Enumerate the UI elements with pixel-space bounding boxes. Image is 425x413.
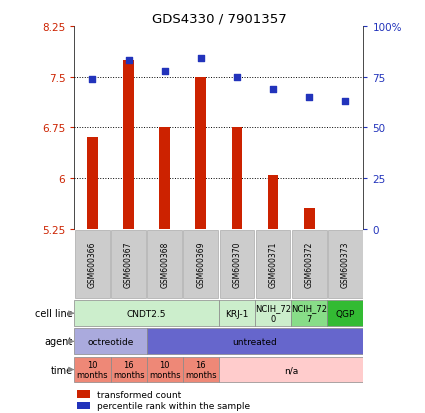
Point	[306, 94, 312, 101]
Bar	[184, 230, 218, 299]
Bar	[255, 301, 291, 326]
Text: 16
months: 16 months	[113, 360, 144, 379]
Point	[234, 74, 241, 81]
Bar	[147, 230, 182, 299]
Bar	[87, 138, 98, 229]
Point	[197, 56, 204, 62]
Bar	[77, 402, 90, 409]
Bar	[256, 230, 290, 299]
Point	[161, 68, 168, 75]
Bar	[292, 230, 326, 299]
Text: NCIH_72
7: NCIH_72 7	[291, 304, 327, 323]
Bar	[220, 230, 254, 299]
Text: QGP: QGP	[336, 309, 355, 318]
Text: agent: agent	[44, 337, 73, 347]
Bar	[268, 175, 278, 229]
Point	[89, 76, 96, 83]
Point	[269, 86, 276, 93]
Text: n/a: n/a	[284, 365, 298, 374]
Point	[125, 58, 132, 64]
Bar	[328, 230, 363, 299]
Bar	[110, 357, 147, 382]
Text: GSM600366: GSM600366	[88, 241, 97, 287]
Text: KRJ-1: KRJ-1	[225, 309, 249, 318]
Bar	[77, 390, 90, 398]
Bar	[291, 301, 327, 326]
Bar	[147, 329, 363, 354]
Text: GSM600368: GSM600368	[160, 241, 169, 287]
Bar	[219, 301, 255, 326]
Text: GSM600372: GSM600372	[305, 241, 314, 287]
Bar	[196, 78, 206, 229]
Text: GSM600371: GSM600371	[269, 241, 278, 287]
Text: cell line: cell line	[35, 309, 73, 318]
Bar	[75, 230, 110, 299]
Text: 10
months: 10 months	[149, 360, 181, 379]
Text: 16
months: 16 months	[185, 360, 217, 379]
Bar	[147, 357, 183, 382]
Bar	[232, 128, 242, 229]
Bar	[74, 329, 147, 354]
Bar	[219, 357, 363, 382]
Text: percentile rank within the sample: percentile rank within the sample	[97, 401, 251, 410]
Bar	[123, 61, 134, 229]
Text: octreotide: octreotide	[87, 337, 134, 346]
Bar	[304, 209, 314, 229]
Text: GSM600373: GSM600373	[341, 241, 350, 287]
Text: transformed count: transformed count	[97, 389, 182, 399]
Text: GSM600370: GSM600370	[232, 241, 241, 287]
Text: CNDT2.5: CNDT2.5	[127, 309, 166, 318]
Text: 10
months: 10 months	[76, 360, 108, 379]
Bar	[159, 128, 170, 229]
Text: GSM600369: GSM600369	[196, 241, 205, 287]
Point	[342, 98, 348, 105]
Bar	[183, 357, 219, 382]
Title: GDS4330 / 7901357: GDS4330 / 7901357	[151, 13, 286, 26]
Bar	[74, 357, 110, 382]
Bar	[111, 230, 146, 299]
Text: untreated: untreated	[232, 337, 278, 346]
Bar	[327, 301, 363, 326]
Text: time: time	[51, 365, 73, 375]
Text: NCIH_72
0: NCIH_72 0	[255, 304, 291, 323]
Text: GSM600367: GSM600367	[124, 241, 133, 287]
Bar	[74, 301, 219, 326]
